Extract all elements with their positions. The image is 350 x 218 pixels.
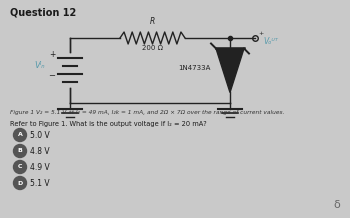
- Text: 4.8 V: 4.8 V: [30, 146, 50, 155]
- Circle shape: [14, 177, 27, 189]
- Text: +: +: [49, 50, 55, 59]
- Text: Vₒᵁᵀ: Vₒᵁᵀ: [263, 36, 278, 46]
- Text: Question 12: Question 12: [10, 8, 76, 18]
- Circle shape: [14, 128, 27, 141]
- Text: Figure 1 V₂ = 5.1 V at I₂ = 49 mA, I₂k = 1 mA, and 2Ω × 7Ω over the range of cur: Figure 1 V₂ = 5.1 V at I₂ = 49 mA, I₂k =…: [10, 110, 284, 115]
- Text: 5.1 V: 5.1 V: [30, 179, 50, 187]
- Text: 200 Ω: 200 Ω: [142, 45, 163, 51]
- Text: A: A: [18, 133, 22, 138]
- Text: R: R: [150, 17, 155, 26]
- Text: 4.9 V: 4.9 V: [30, 162, 50, 172]
- Text: 5.0 V: 5.0 V: [30, 131, 50, 140]
- Text: Refer to Figure 1. What is the output voltage if I₂ = 20 mA?: Refer to Figure 1. What is the output vo…: [10, 121, 207, 127]
- Text: D: D: [18, 181, 23, 186]
- Text: +: +: [258, 31, 263, 36]
- Circle shape: [14, 160, 27, 174]
- Text: Vᴵₙ: Vᴵₙ: [35, 61, 45, 70]
- Text: 1N4733A: 1N4733A: [178, 65, 211, 72]
- Text: B: B: [18, 148, 22, 153]
- Text: C: C: [18, 165, 22, 170]
- Circle shape: [14, 145, 27, 157]
- Polygon shape: [216, 48, 244, 92]
- Text: −: −: [49, 71, 56, 80]
- Text: δ: δ: [333, 200, 340, 210]
